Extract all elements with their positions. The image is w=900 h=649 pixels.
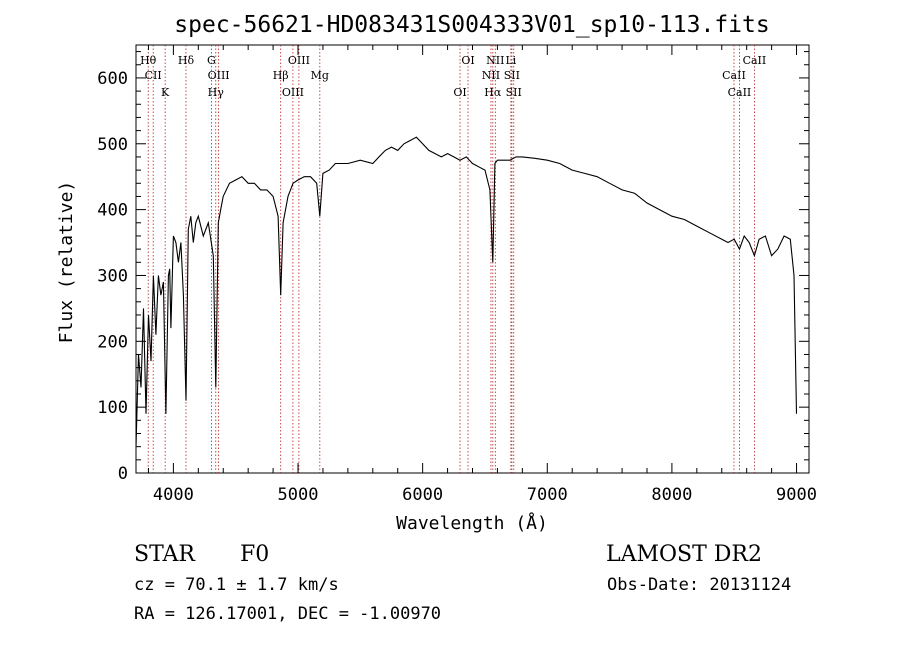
survey-name: LAMOST DR2 — [606, 542, 762, 567]
line-label: SII — [506, 86, 522, 99]
line-label: NII — [482, 69, 500, 82]
x-tick-label: 8000 — [651, 485, 692, 505]
coordinates: RA = 126.17001, DEC = -1.00970 — [134, 604, 441, 624]
line-label: CaII — [722, 69, 746, 82]
line-label: OIII — [288, 54, 310, 67]
y-tick-label: 0 — [118, 464, 128, 484]
line-label: OI — [461, 54, 474, 67]
line-label: SII — [504, 69, 520, 82]
line-label: CaII — [743, 54, 767, 67]
line-label: Hβ — [273, 69, 289, 82]
x-tick-label: 7000 — [527, 485, 568, 505]
line-label: Mg — [311, 69, 329, 82]
line-label: CaII — [728, 86, 752, 99]
x-tick-label: 9000 — [776, 485, 817, 505]
line-label: NII — [486, 54, 504, 67]
x-axis-ticks: 4000 5000 6000 7000 8000 9000 — [147, 45, 817, 505]
line-label: G — [207, 54, 216, 67]
line-label: OI — [453, 86, 466, 99]
line-label: Hθ — [140, 54, 157, 67]
line-label: OIII — [282, 86, 304, 99]
y-axis-ticks: 0 100 200 300 400 500 600 — [97, 51, 809, 484]
redshift-cz: cz = 70.1 ± 1.7 km/s — [134, 575, 339, 595]
line-markers: HθCIIKHδOIIIHγGHβOIIIOIIIMgOIOINIIHαNIIS… — [140, 45, 766, 473]
x-tick-label: 4000 — [153, 485, 194, 505]
y-tick-label: 600 — [97, 69, 128, 89]
observation-date: Obs-Date: 20131124 — [607, 575, 791, 595]
series-group — [135, 136, 798, 447]
line-label: OIII — [208, 69, 230, 82]
line-label: Hα — [484, 86, 502, 99]
line-label: Hγ — [208, 86, 225, 99]
object-subclass: F0 — [240, 542, 269, 567]
y-tick-label: 200 — [97, 332, 128, 352]
x-tick-label: 5000 — [278, 485, 319, 505]
x-axis-label: Wavelength (Å) — [396, 512, 548, 534]
line-label: K — [161, 86, 170, 99]
spectrum-line — [135, 136, 798, 447]
x-tick-label: 6000 — [402, 485, 443, 505]
y-tick-label: 100 — [97, 398, 128, 418]
y-tick-label: 300 — [97, 266, 128, 286]
y-axis-label: Flux (relative) — [56, 181, 77, 344]
line-label: Li — [505, 54, 516, 67]
y-tick-label: 500 — [97, 135, 128, 155]
line-label: Hδ — [178, 54, 195, 67]
object-class: STAR — [134, 542, 196, 567]
chart-title: spec-56621-HD083431S004333V01_sp10-113.f… — [174, 12, 769, 38]
y-tick-label: 400 — [97, 201, 128, 221]
plot-frame — [135, 44, 810, 474]
line-label: CII — [145, 69, 162, 82]
